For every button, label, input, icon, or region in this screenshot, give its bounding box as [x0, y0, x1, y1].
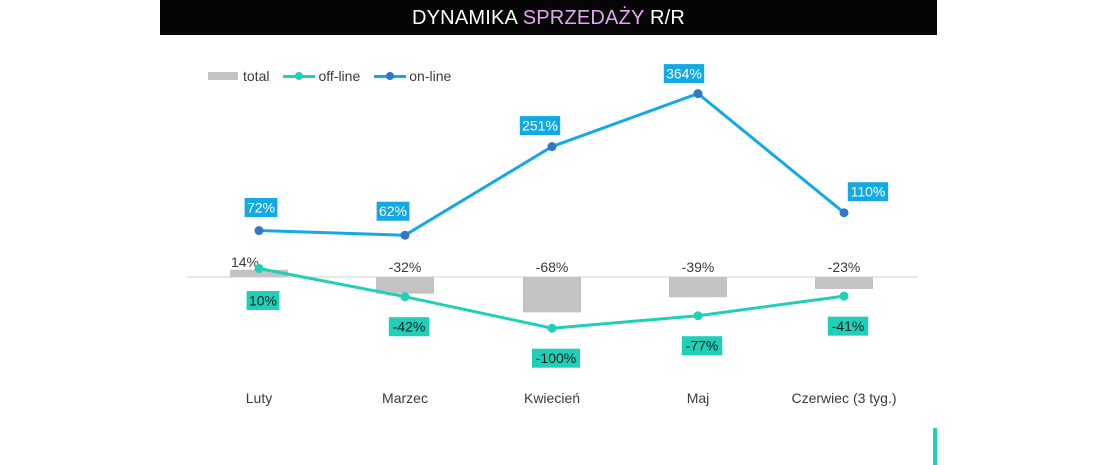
data-label-on-line-box	[847, 182, 889, 202]
data-label-off-line-box	[388, 317, 430, 337]
point-on-line	[254, 226, 264, 236]
data-label-off-line-box	[827, 316, 869, 336]
point-on-line	[547, 142, 557, 152]
legend-swatch-on-line	[374, 71, 407, 81]
data-label-off-line: 10%	[249, 292, 277, 308]
chart-title: DYNAMIKA SPRZEDAŻY R/R	[160, 0, 937, 35]
data-label-on-line: 110%	[851, 184, 886, 200]
data-label-off-line: -77%	[686, 338, 719, 354]
data-label-on-line-box	[663, 64, 705, 84]
data-label-off-line: -41%	[832, 318, 865, 334]
legend-label-on-line: on-line	[409, 68, 452, 84]
chart-title-accent: SPRZEDAŻY	[522, 7, 645, 29]
legend-label-total: total	[243, 68, 270, 84]
point-on-line	[693, 89, 703, 99]
point-on-line	[400, 230, 410, 240]
bar-total	[376, 277, 434, 294]
point-on-line	[839, 208, 849, 218]
chart-title-part3: R/R	[644, 7, 685, 29]
data-label-off-line: -42%	[393, 319, 426, 335]
bar-total	[523, 277, 581, 313]
data-label-total: -39%	[682, 259, 715, 275]
legend-item-total: total	[208, 68, 269, 84]
point-off-line	[839, 291, 849, 301]
point-off-line	[254, 263, 264, 273]
legend-swatch-total	[208, 72, 238, 80]
legend-item-off-line: off-line	[283, 68, 360, 84]
bar-total	[230, 269, 288, 277]
data-label-on-line: 251%	[522, 118, 558, 134]
legend-item-on-line: on-line	[374, 68, 451, 84]
chart-title-part1: DYNAMIKA	[412, 7, 523, 29]
point-off-line	[547, 323, 557, 333]
series-line-on-line	[258, 92, 845, 237]
category-label: Kwiecień	[524, 390, 580, 406]
data-label-on-line: 72%	[247, 200, 275, 216]
bar-total	[669, 277, 727, 298]
data-label-on-line: 62%	[379, 203, 407, 219]
data-label-total: -32%	[389, 259, 422, 275]
point-off-line	[400, 292, 410, 302]
data-label-on-line-box	[376, 201, 410, 221]
data-label-off-line-box	[532, 348, 580, 368]
bar-total	[815, 277, 873, 289]
point-off-line	[693, 311, 703, 321]
data-label-total: -68%	[536, 259, 569, 275]
data-label-off-line-box	[681, 336, 723, 356]
data-label-on-line: 364%	[666, 66, 702, 82]
data-label-on-line-box	[244, 198, 278, 218]
legend-swatch-off-line	[283, 71, 316, 81]
data-label-total: -23%	[828, 259, 861, 275]
category-label: Marzec	[382, 390, 428, 406]
data-label-on-line-box	[519, 116, 561, 136]
data-label-total: 14%	[231, 254, 259, 270]
category-label: Luty	[246, 390, 272, 406]
legend-label-off-line: off-line	[318, 68, 361, 84]
data-label-off-line-box	[246, 290, 280, 310]
legend: total off-line on-line	[208, 66, 465, 86]
corner-accent-mark	[933, 428, 937, 465]
category-label: Czerwiec (3 tyg.)	[791, 390, 896, 406]
data-label-off-line: -100%	[536, 350, 576, 366]
category-label: Maj	[687, 390, 710, 406]
